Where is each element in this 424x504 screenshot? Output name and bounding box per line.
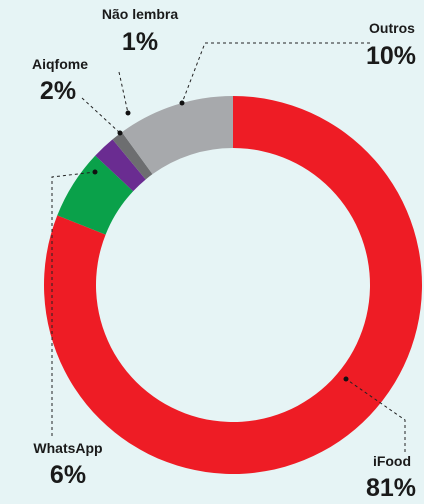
slice-name: iFood — [373, 453, 411, 469]
slice-name: Aiqfome — [32, 56, 88, 72]
leader-line — [118, 71, 129, 114]
donut-slice — [95, 139, 146, 192]
slice-value-label: 81% — [366, 474, 416, 502]
slice-name: WhatsApp — [33, 440, 102, 456]
leader-line — [51, 171, 96, 436]
slice-value-label: 1% — [122, 28, 158, 56]
slice-value-label: 6% — [50, 461, 86, 489]
leader-line — [181, 42, 370, 104]
leader-dot — [343, 376, 349, 382]
leader-dot — [179, 100, 185, 106]
donut-slice — [121, 96, 233, 175]
leader-line — [81, 97, 121, 134]
leader-dot — [125, 110, 131, 116]
slice-name: Outros — [369, 20, 415, 36]
slice-name: Não lembra — [102, 6, 178, 22]
slice-value-label: 2% — [40, 77, 76, 105]
donut-slice — [112, 132, 153, 180]
leader-line — [345, 378, 406, 452]
donut-slice — [57, 155, 134, 235]
leader-dot — [92, 169, 98, 175]
leader-dot — [117, 130, 123, 136]
slice-value-label: 10% — [366, 42, 416, 70]
